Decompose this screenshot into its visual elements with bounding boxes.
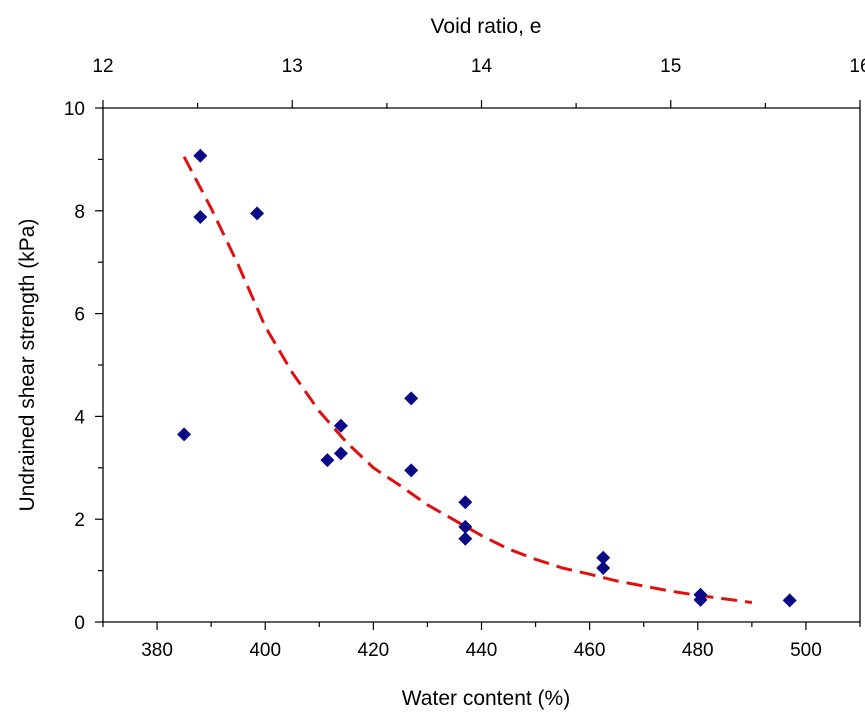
x2-tick-label: 14 xyxy=(471,56,493,77)
data-point xyxy=(320,453,335,468)
trendline-group xyxy=(182,156,753,604)
data-point xyxy=(782,593,797,608)
x-tick-label: 400 xyxy=(249,640,281,661)
x2-tick-label: 12 xyxy=(92,56,113,77)
y-tick-label: 10 xyxy=(64,99,85,120)
data-point xyxy=(333,418,348,433)
x-tick-label: 500 xyxy=(790,640,822,661)
data-point xyxy=(404,391,419,406)
x2-tick-label: 13 xyxy=(282,56,303,77)
data-point xyxy=(458,495,473,510)
y-axis-title: Undrained shear strength (kPa) xyxy=(16,219,39,512)
y-tick-label: 8 xyxy=(74,202,85,223)
data-point xyxy=(458,519,473,534)
y-tick-label: 4 xyxy=(74,407,85,428)
y-tick-label: 2 xyxy=(74,510,85,531)
x-axis-title: Water content (%) xyxy=(402,687,570,710)
x2-tick-label: 16 xyxy=(849,56,865,77)
data-point xyxy=(193,210,208,224)
data-point xyxy=(596,550,611,565)
x2-tick-label: 15 xyxy=(660,56,681,77)
y-tick-label: 0 xyxy=(74,613,85,634)
data-point xyxy=(250,206,265,221)
data-point xyxy=(333,446,348,461)
data-point xyxy=(693,592,708,607)
data-point xyxy=(404,463,419,478)
x-tick-label: 440 xyxy=(466,640,498,661)
x2-axis-title: Void ratio, e xyxy=(431,15,542,38)
x-tick-label: 380 xyxy=(141,640,173,661)
y-tick-label: 6 xyxy=(74,305,85,326)
data-point xyxy=(458,531,473,546)
x-tick-label: 480 xyxy=(682,640,714,661)
axes xyxy=(102,107,861,623)
trendline xyxy=(182,156,753,604)
data-point xyxy=(177,427,192,442)
data-point xyxy=(596,561,611,575)
x-tick-label: 460 xyxy=(574,640,606,661)
data-point xyxy=(193,148,208,163)
x-tick-label: 420 xyxy=(358,640,390,661)
ticks: 380 400 420 440 460 480 500 0 2 4 6 8 10 12 13 14 15 16 xyxy=(64,56,865,661)
data-points xyxy=(177,148,797,608)
